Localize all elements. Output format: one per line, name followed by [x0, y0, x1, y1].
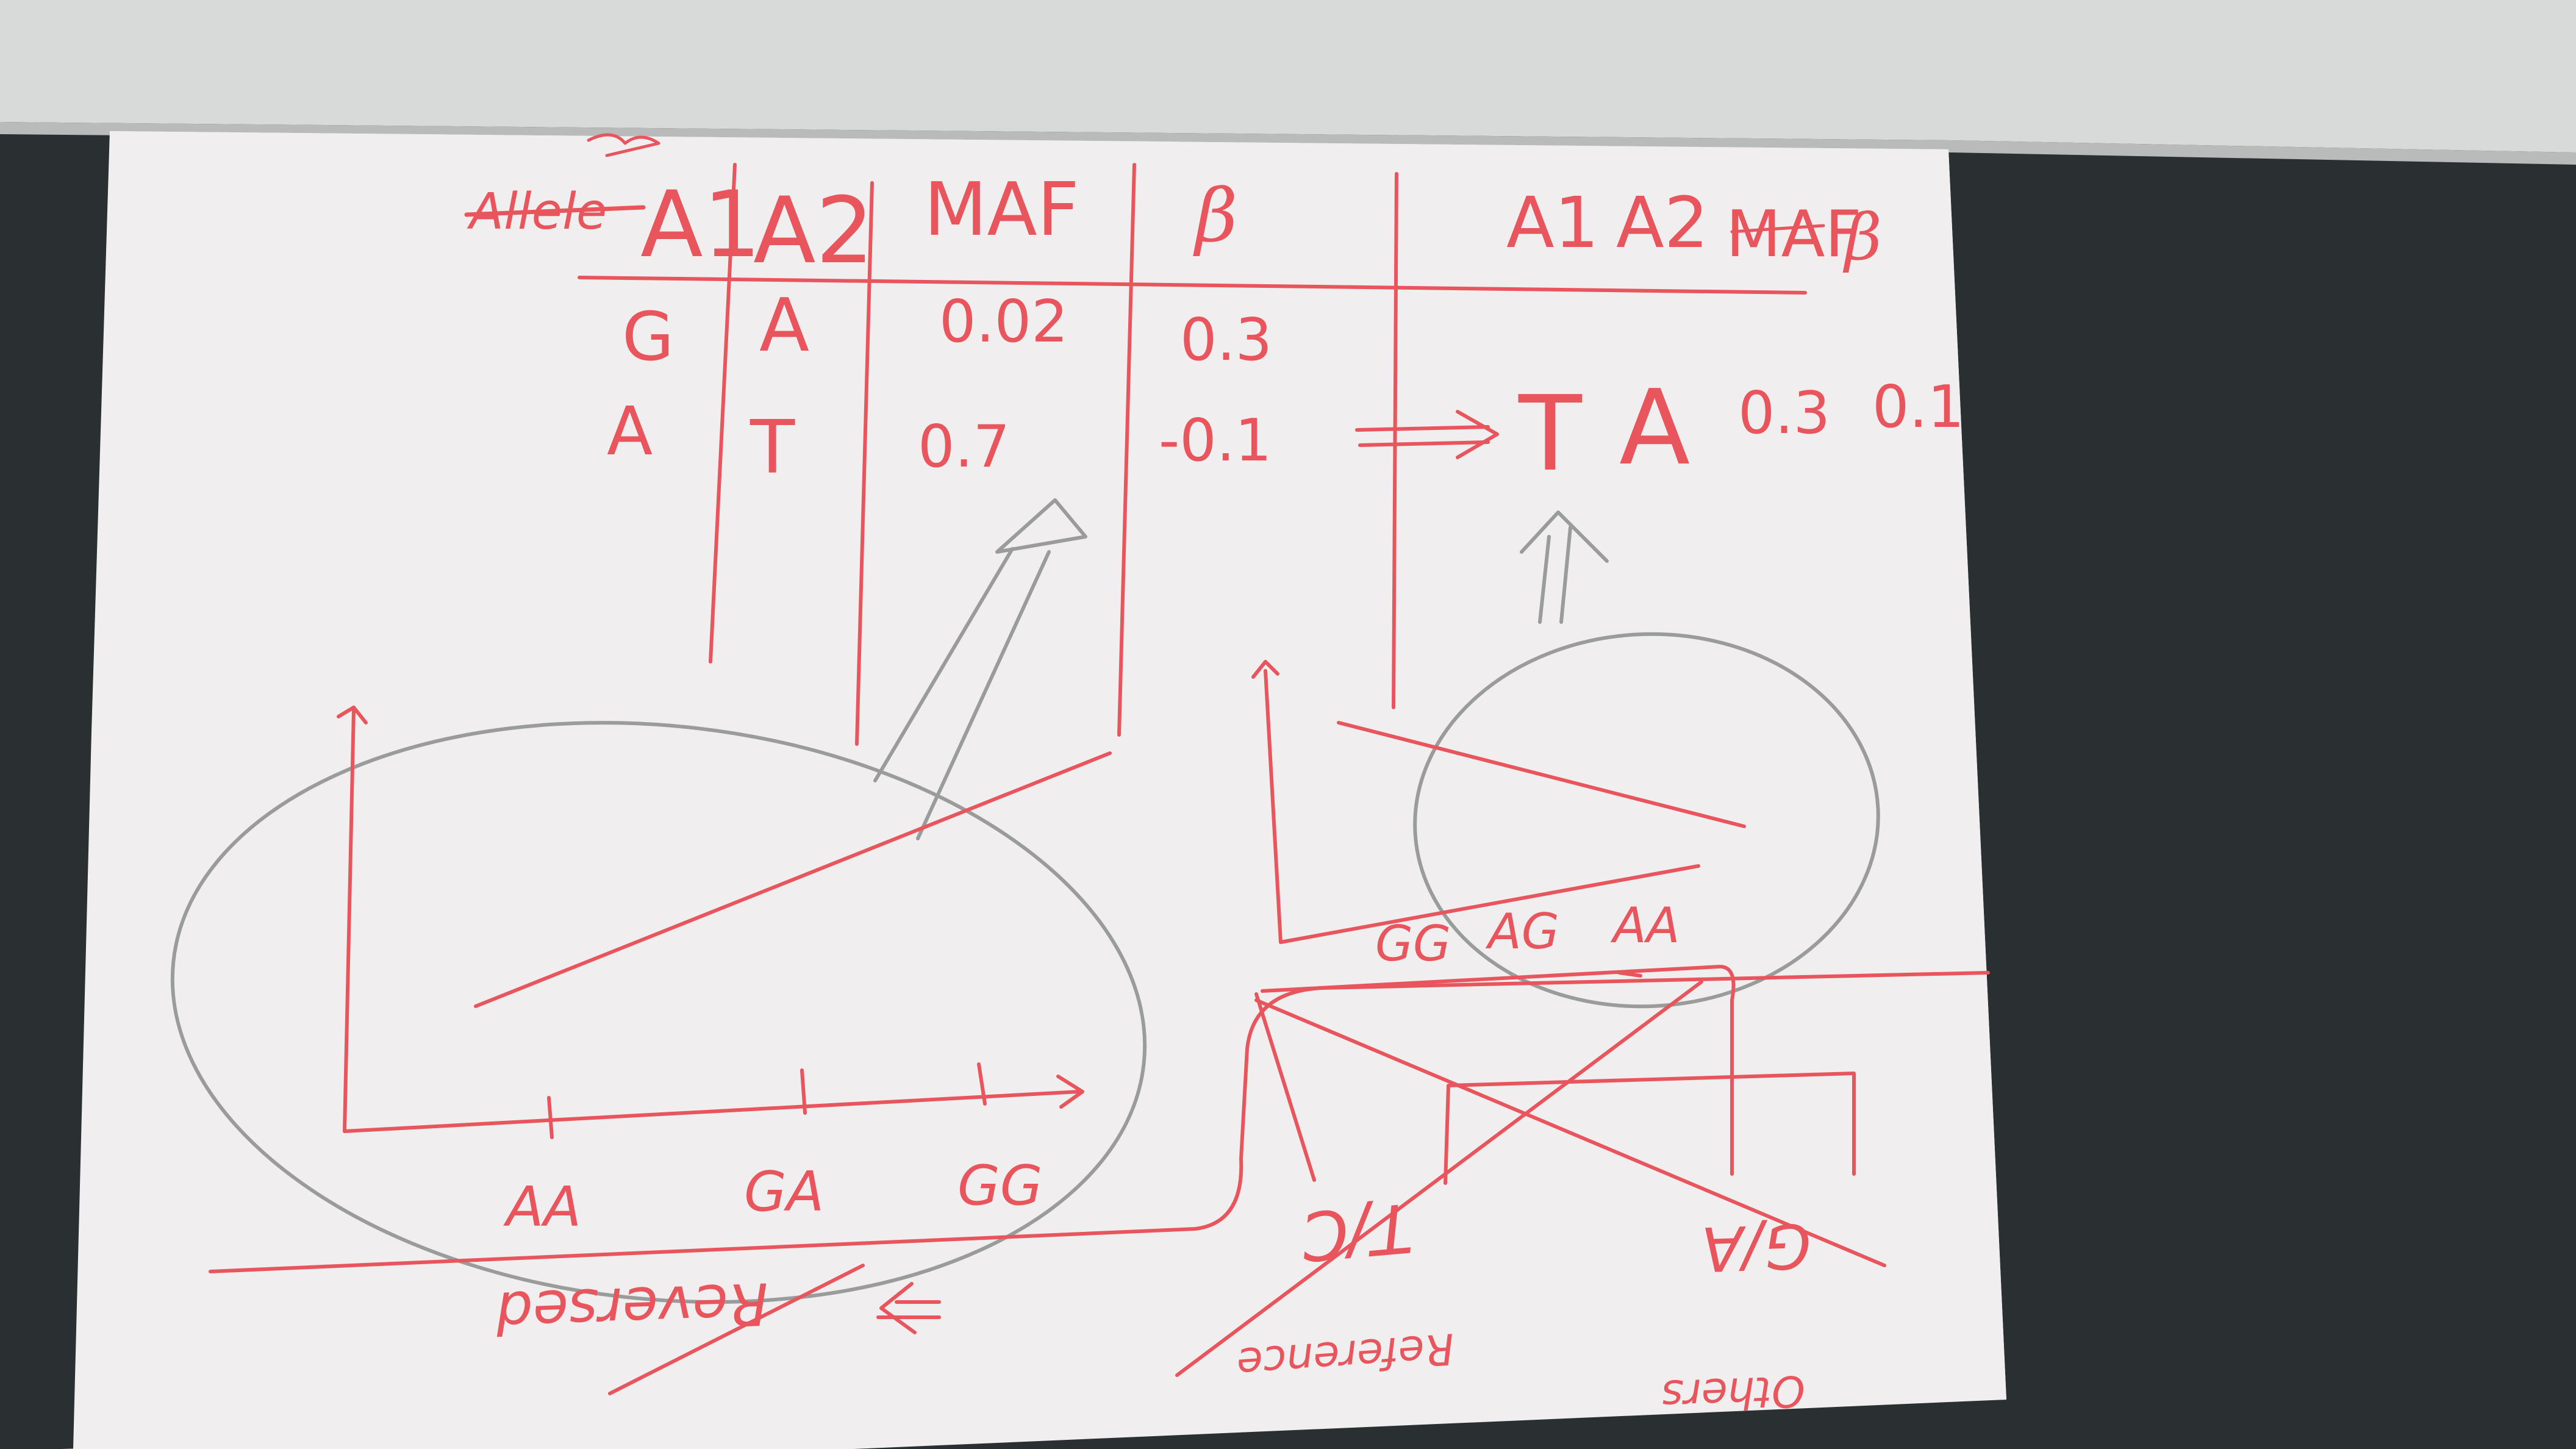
reversed-arrow — [876, 1282, 941, 1334]
others-label: Others — [1661, 1365, 1806, 1420]
reversed-strike — [608, 1264, 865, 1395]
monitor-edge — [0, 0, 2576, 152]
left-plot-axes — [337, 706, 1084, 1139]
flipped-header-a2: A2 — [1616, 182, 1709, 264]
strikethrough-line — [464, 205, 646, 217]
row1-a1: G — [622, 298, 674, 376]
header-beta: β — [1193, 174, 1237, 259]
row2-maf: 0.7 — [918, 413, 1010, 481]
flipped-header-beta: β — [1842, 200, 1882, 274]
row1-beta: 0.3 — [1180, 307, 1272, 374]
row1-maf: 0.02 — [939, 288, 1068, 356]
flipped-header-maf: MAF — [1726, 197, 1862, 271]
right-plot-circle — [1413, 632, 1880, 1009]
right-tick-aa: AA — [1610, 897, 1680, 954]
row2-a2: T — [750, 406, 795, 490]
flipped-row-a2: A — [1619, 368, 1690, 488]
pencil-arrow-left — [873, 498, 1087, 840]
flipped-row-beta: 0.1 — [1872, 374, 1964, 441]
row2-beta: -0.1 — [1159, 407, 1272, 474]
header-a1: A1 — [640, 172, 761, 278]
left-plot-circle — [170, 721, 1147, 1304]
strand-right-label: G/A — [1700, 1209, 1812, 1284]
right-tick-gg: GG — [1375, 915, 1451, 972]
struck-reversed: Reversed — [495, 1269, 770, 1346]
left-plot-trend-line — [474, 751, 1112, 1008]
double-arrow — [1355, 410, 1499, 459]
right-plot-axes — [1251, 660, 1700, 944]
flipped-row-a1: T — [1518, 374, 1583, 495]
right-tick-ag: AG — [1485, 903, 1559, 960]
right-plot-trend-line — [1337, 721, 1746, 828]
row2-a1: A — [607, 392, 653, 470]
flipped-header-a1: A1 — [1506, 182, 1599, 264]
pencil-arrow-right — [1520, 510, 1609, 624]
left-tick-gg: GG — [957, 1154, 1042, 1218]
header-maf: MAF — [924, 168, 1079, 252]
left-tick-ga: GA — [744, 1160, 824, 1224]
row1-a2: A — [759, 284, 809, 368]
bottom-connector-lines — [209, 965, 1990, 1377]
flipped-row-maf: 0.3 — [1738, 380, 1830, 447]
left-tick-aa: AA — [503, 1175, 581, 1239]
strikethrough-maf-scribble — [1730, 224, 1825, 234]
scribble-above-header — [587, 133, 660, 157]
strand-left-label: T/C — [1298, 1188, 1415, 1275]
header-a2: A2 — [753, 178, 874, 284]
table-grid — [578, 163, 1807, 746]
